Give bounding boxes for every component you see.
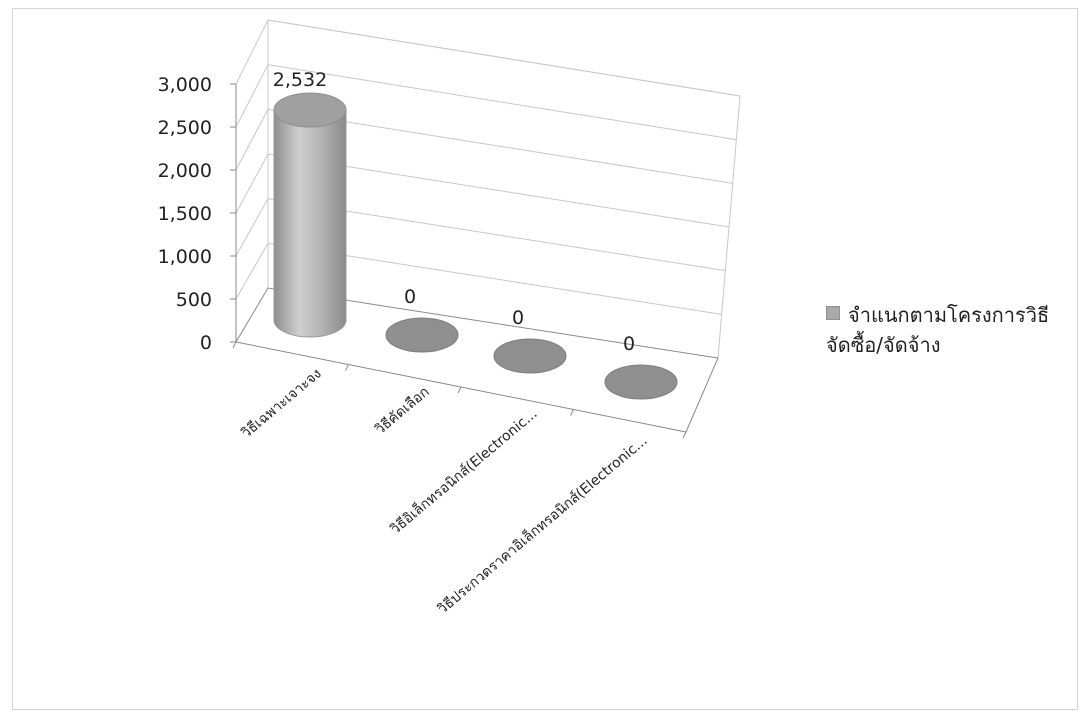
data-label: 0 <box>623 333 635 355</box>
x-tick-mark <box>232 341 237 349</box>
legend-swatch <box>826 306 840 320</box>
gridline-side <box>235 64 269 128</box>
legend-entry: จำแนกตามโครงการวิธี <box>826 300 1066 330</box>
gridline-side <box>235 198 269 257</box>
bar-body <box>273 109 347 338</box>
bar-base <box>604 364 678 400</box>
y-tick-label: 0 <box>200 332 212 354</box>
x-tick-mark <box>682 431 687 439</box>
y-tick-label: 500 <box>176 289 212 311</box>
legend: จำแนกตามโครงการวิธี จัดซื้อ/จัดจ้าง <box>826 300 1066 360</box>
legend-label-line1: จำแนกตามโครงการวิธี <box>848 303 1050 327</box>
bar <box>273 92 347 338</box>
x-tick-mark <box>457 386 462 394</box>
y-tick-label: 2,500 <box>158 117 212 139</box>
gridline-side <box>235 109 269 171</box>
bar-base <box>385 317 459 353</box>
data-label: 0 <box>404 286 416 308</box>
bar <box>493 338 567 374</box>
y-tick-label: 1,500 <box>158 203 212 225</box>
x-category-label: วิธีอิเล็กทรอนิกส์(Electronic... <box>386 404 540 538</box>
bar <box>385 317 459 353</box>
x-category-label: วิธีเฉพาะเจาะจง <box>239 366 325 442</box>
data-label: 2,532 <box>273 69 327 91</box>
bar <box>604 364 678 400</box>
gridline-side <box>235 243 269 300</box>
floor-plane <box>235 287 719 433</box>
y-tick-label: 1,000 <box>158 246 212 268</box>
x-tick-mark <box>570 409 574 416</box>
back-wall-right-edge <box>717 95 741 359</box>
gridline-side <box>235 19 269 85</box>
x-tick-mark <box>345 364 349 371</box>
gridline-side <box>235 153 269 214</box>
data-label: 0 <box>512 307 524 329</box>
y-tick-label: 3,000 <box>158 74 212 96</box>
legend-label-line2: จัดซื้อ/จัดจ้าง <box>826 333 941 357</box>
gridline <box>267 64 737 141</box>
back-wall-top-edge <box>267 19 741 97</box>
bar-top <box>273 92 347 128</box>
x-category-label: วิธีคัดเลือก <box>372 384 432 438</box>
bar-base <box>493 338 567 374</box>
y-tick-label: 2,000 <box>158 160 212 182</box>
